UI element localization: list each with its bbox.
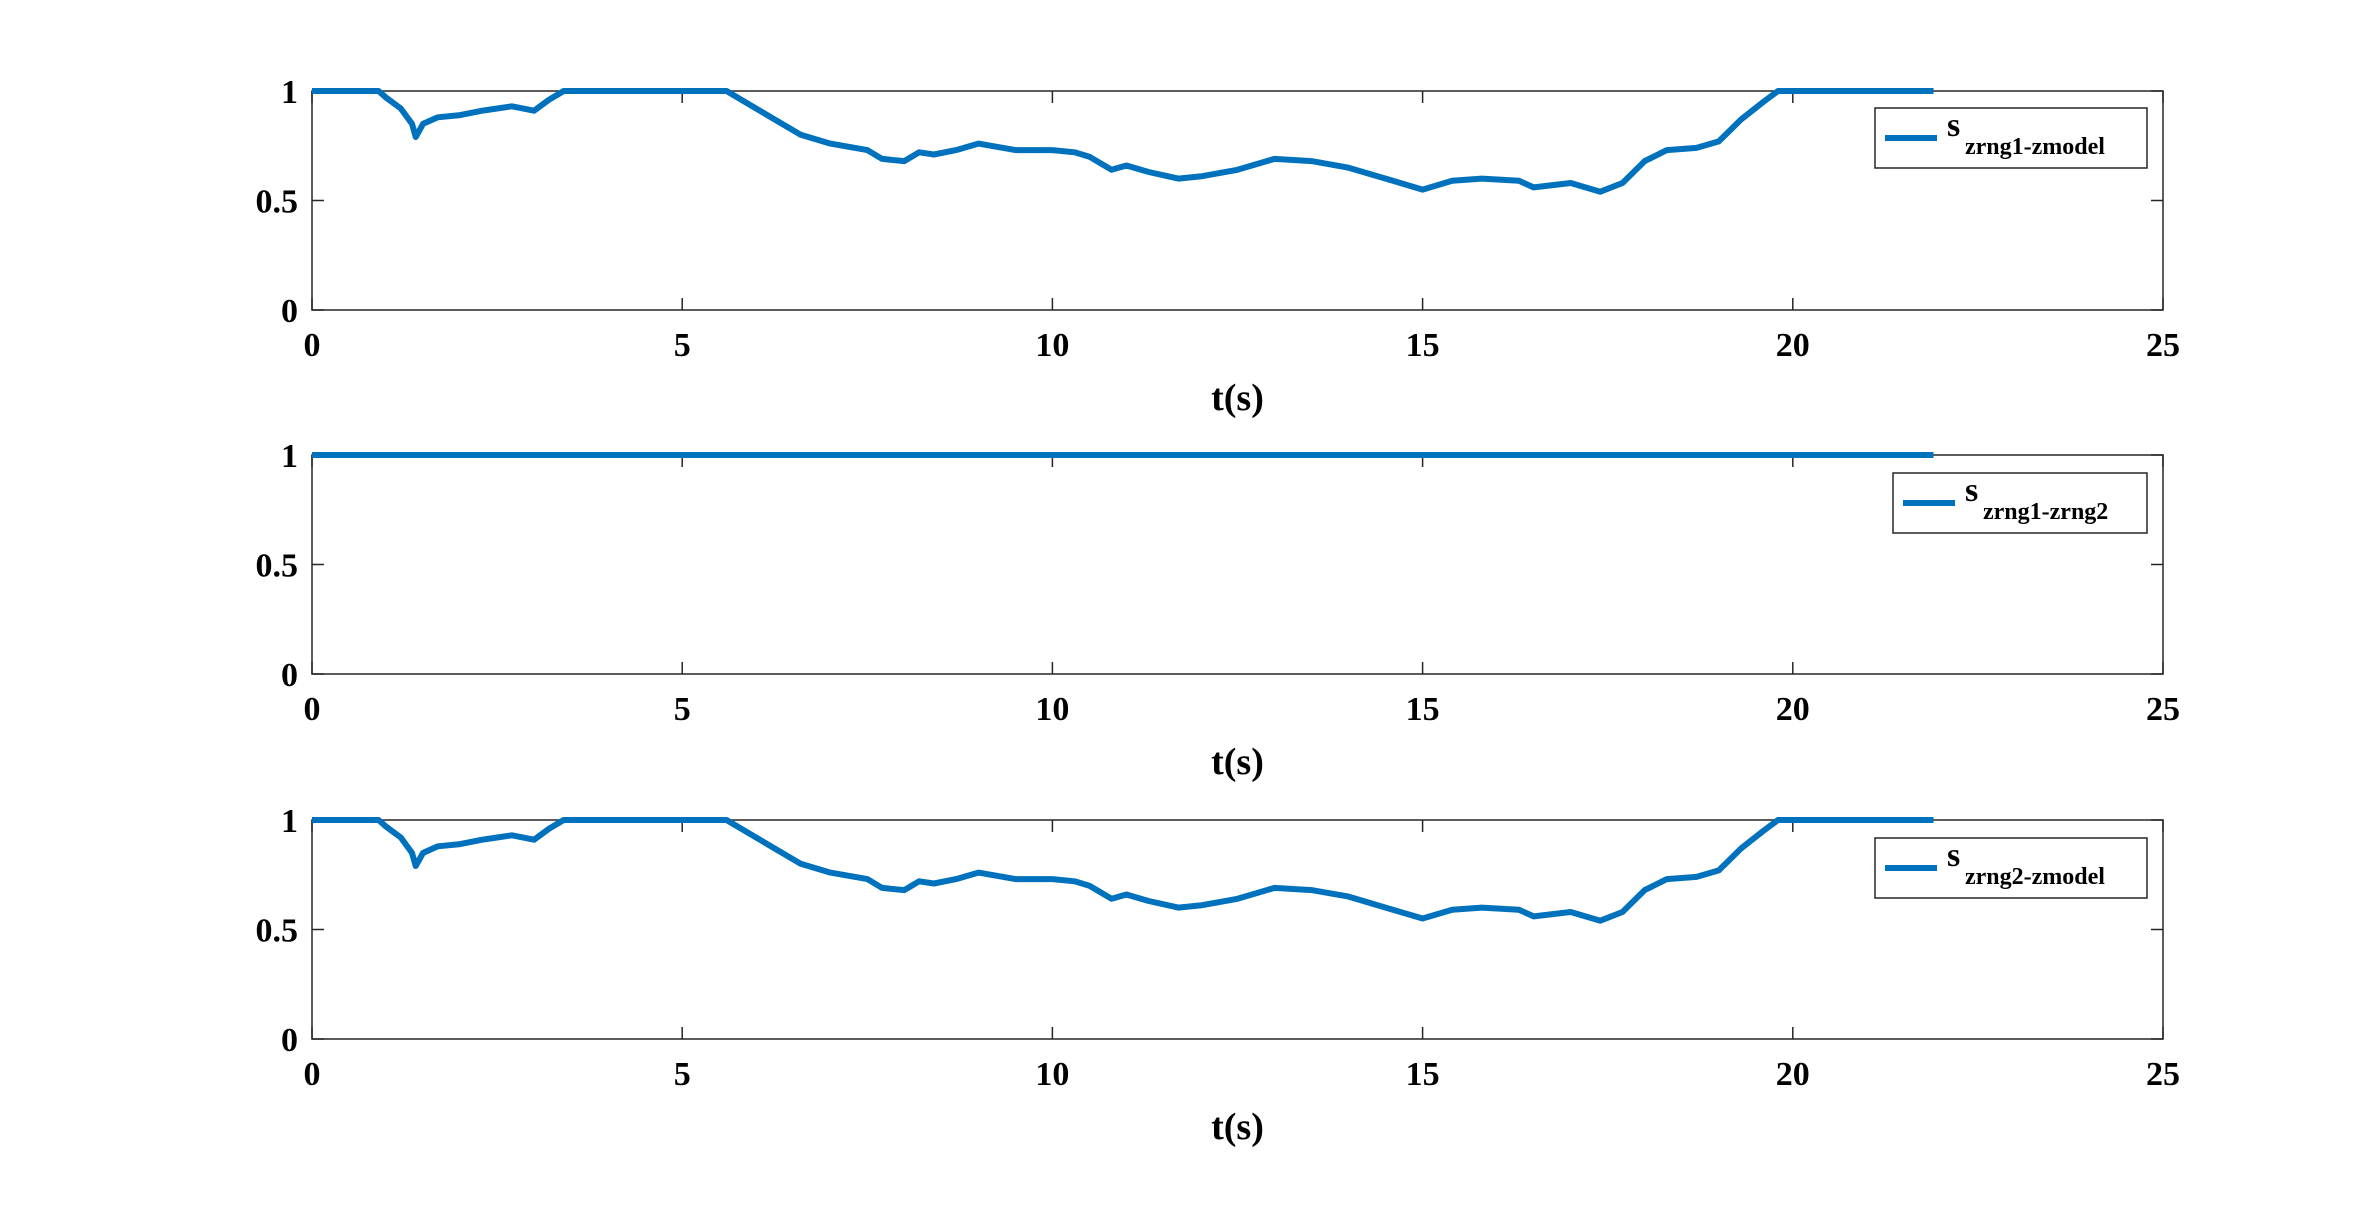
y-tick-label: 1 — [281, 803, 298, 840]
axes-frame — [311, 454, 2164, 675]
x-axis-label: t(s) — [1211, 741, 1264, 783]
y-tick-label: 1 — [281, 74, 298, 111]
legend-label: s — [1947, 107, 1960, 144]
x-tick-label: 15 — [1406, 691, 1440, 728]
x-tick-label: 15 — [1406, 327, 1440, 364]
x-tick-label: 5 — [674, 1056, 691, 1093]
legend-subscript: zrng2-zmodel — [1965, 864, 2105, 890]
x-axis-label: t(s) — [1211, 377, 1264, 419]
y-tick-label: 1 — [281, 438, 298, 475]
legend-subscript: zrng1-zmodel — [1965, 134, 2105, 160]
x-axis-label: t(s) — [1211, 1106, 1264, 1148]
x-tick-label: 0 — [304, 1056, 321, 1093]
series-line-zrng1-zmodel — [312, 88, 1934, 195]
x-tick-label: 10 — [1035, 691, 1069, 728]
legend-subscript: zrng1-zrng2 — [1983, 499, 2108, 525]
x-tick-label: 25 — [2146, 691, 2180, 728]
y-tick-label: 0 — [281, 657, 298, 694]
x-tick-label: 20 — [1776, 327, 1810, 364]
x-tick-label: 5 — [674, 327, 691, 364]
x-tick-label: 20 — [1776, 1056, 1810, 1093]
x-tick-label: 25 — [2146, 327, 2180, 364]
y-tick-label: 0.5 — [256, 548, 299, 585]
y-tick-label: 0.5 — [256, 184, 299, 221]
legend-box — [1892, 472, 2148, 534]
x-tick-label: 10 — [1035, 327, 1069, 364]
x-tick-label: 0 — [304, 691, 321, 728]
legend-label: s — [1947, 837, 1960, 874]
x-tick-label: 10 — [1035, 1056, 1069, 1093]
x-tick-label: 5 — [674, 691, 691, 728]
y-tick-label: 0 — [281, 293, 298, 330]
x-tick-label: 15 — [1406, 1056, 1440, 1093]
x-tick-label: 0 — [304, 327, 321, 364]
x-tick-label: 20 — [1776, 691, 1810, 728]
legend-label: s — [1965, 472, 1978, 509]
series-line-zrng2-zmodel — [312, 817, 1934, 924]
y-tick-label: 0 — [281, 1022, 298, 1059]
y-tick-label: 0.5 — [256, 913, 299, 950]
x-tick-label: 25 — [2146, 1056, 2180, 1093]
